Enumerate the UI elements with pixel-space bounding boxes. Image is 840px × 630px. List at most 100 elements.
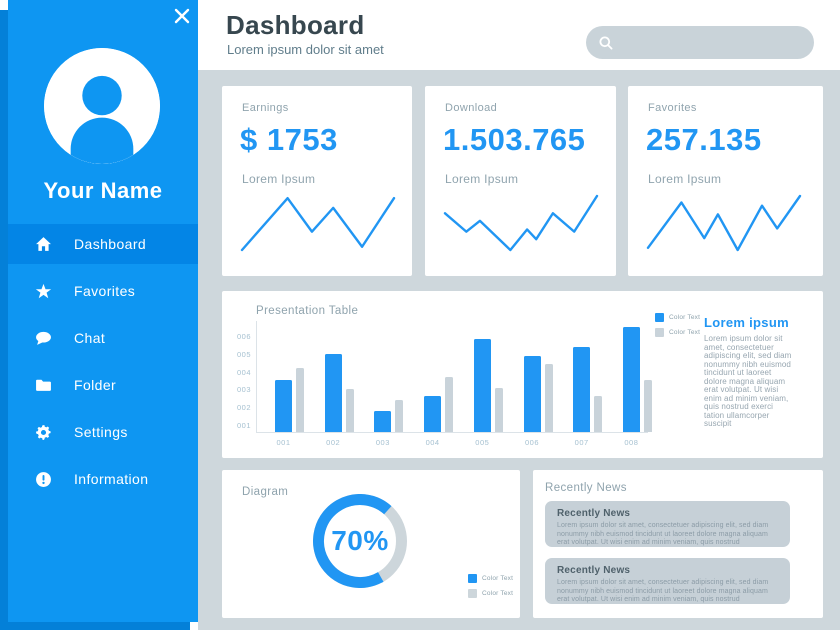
legend-swatch xyxy=(655,313,664,322)
x-tick: 001 xyxy=(276,438,291,447)
info-icon xyxy=(35,471,52,488)
sidebar-item-label: Folder xyxy=(74,377,117,393)
bar-secondary xyxy=(643,380,652,432)
bar-secondary xyxy=(494,387,503,432)
presentation-title: Presentation Table xyxy=(256,305,359,317)
sidebar-item-label: Favorites xyxy=(74,283,136,299)
stat-card-subtitle: Lorem Ipsum xyxy=(242,172,316,186)
legend-item: Color Text xyxy=(655,313,700,322)
stat-card-subtitle: Lorem Ipsum xyxy=(648,172,722,186)
x-tick: 008 xyxy=(624,438,639,447)
side-panel-text: Lorem ipsum dolor sit amet, consectetuer… xyxy=(704,334,792,428)
news-item-text: Lorem ipsum dolor sit amet, consectetuer… xyxy=(557,522,769,547)
sidebar: Your Name Dashboard Favorites Chat Folder Se… xyxy=(8,0,198,622)
diagram-card: Diagram 70% Color Text Color Text xyxy=(222,470,520,618)
presentation-card: Presentation Table 001 002 003 004 005 006 007… xyxy=(222,291,823,458)
y-tick: 001 xyxy=(236,420,251,430)
y-tick: 003 xyxy=(236,385,251,395)
donut-arc xyxy=(313,494,407,588)
page-subtitle: Lorem ipsum dolor sit amet xyxy=(227,42,384,57)
bar-secondary xyxy=(544,364,553,432)
sidebar-item-label: Settings xyxy=(74,424,128,440)
legend-item: Color Text xyxy=(655,328,700,337)
stat-card-download: Download 1.503.765 Lorem Ipsum xyxy=(425,86,616,276)
chart-legend: Color Text Color Text xyxy=(655,313,700,337)
legend-item: Color Text xyxy=(468,574,513,583)
header: Dashboard Lorem ipsum dolor sit amet xyxy=(198,0,840,70)
folder-icon xyxy=(35,377,52,394)
y-tick: 004 xyxy=(236,367,251,377)
sidebar-item-settings[interactable]: Settings xyxy=(8,412,198,452)
bar-secondary xyxy=(594,396,603,432)
x-tick: 006 xyxy=(524,438,539,447)
chart-legend: Color Text Color Text xyxy=(468,574,513,598)
news-section-title: Recently News xyxy=(545,482,627,494)
news-item[interactable]: Recently News Lorem ipsum dolor sit amet,… xyxy=(545,558,790,604)
stat-card-value: 1.503.765 xyxy=(443,122,586,157)
y-tick: 005 xyxy=(236,349,251,359)
sparkline-chart xyxy=(242,196,394,250)
sidebar-item-chat[interactable]: Chat xyxy=(8,318,198,358)
donut-chart: 70% xyxy=(313,494,407,588)
bar-primary xyxy=(622,327,640,432)
search-input[interactable] xyxy=(622,35,802,50)
page-title: Dashboard xyxy=(226,10,365,40)
news-item[interactable]: Recently News Lorem ipsum dolor sit amet,… xyxy=(545,501,790,547)
avatar xyxy=(44,48,160,164)
news-item-heading: Recently News xyxy=(557,508,631,519)
y-tick: 002 xyxy=(236,403,251,413)
sidebar-menu: Dashboard Favorites Chat Folder Settings Info… xyxy=(8,224,198,506)
sidebar-item-folder[interactable]: Folder xyxy=(8,365,198,405)
bar-secondary xyxy=(296,367,304,432)
star-icon xyxy=(35,283,52,300)
bar-secondary xyxy=(395,400,404,432)
diagram-title: Diagram xyxy=(242,486,289,498)
x-tick: 007 xyxy=(574,438,589,447)
news-list: Recently News Lorem ipsum dolor sit amet,… xyxy=(545,501,790,604)
gear-icon xyxy=(35,424,52,441)
legend-label: Color Text xyxy=(669,329,701,336)
stat-card-value: 257.135 xyxy=(646,122,762,157)
close-button[interactable] xyxy=(174,8,190,24)
x-tick: 003 xyxy=(375,438,390,447)
donut-percent-label: 70% xyxy=(331,525,389,556)
bar-primary xyxy=(473,339,491,432)
stat-card-value: $ 1753 xyxy=(240,122,338,157)
avatar-person-icon xyxy=(44,48,160,164)
sidebar-item-label: Information xyxy=(74,471,149,487)
search-bar[interactable] xyxy=(586,26,814,59)
news-item-text: Lorem ipsum dolor sit amet, consectetuer… xyxy=(557,579,769,604)
stat-card-label: Favorites xyxy=(648,102,697,114)
bar-secondary xyxy=(345,389,354,432)
side-panel-heading: Lorem ipsum xyxy=(704,315,789,330)
sidebar-item-information[interactable]: Information xyxy=(8,459,198,499)
bar-plot: 001 002 003 004 005 006 007 008 001 002 003 004 005 0… xyxy=(237,321,652,447)
legend-label: Color Text xyxy=(482,590,514,597)
x-tick: 002 xyxy=(326,438,341,447)
news-card: Recently News Recently News Lorem ipsum d… xyxy=(533,470,823,618)
legend-label: Color Text xyxy=(482,575,514,582)
sidebar-item-favorites[interactable]: Favorites xyxy=(8,271,198,311)
chat-icon xyxy=(35,330,52,347)
stat-card-label: Download xyxy=(445,102,498,114)
x-tick: 005 xyxy=(475,438,490,447)
y-tick: 006 xyxy=(236,331,251,341)
stat-card-favorites: Favorites 257.135 Lorem Ipsum xyxy=(628,86,823,276)
bar-primary xyxy=(324,353,342,432)
search-icon xyxy=(599,36,613,50)
sidebar-item-dashboard[interactable]: Dashboard xyxy=(8,224,198,264)
legend-swatch xyxy=(655,328,664,337)
bar-primary xyxy=(374,410,392,432)
legend-swatch xyxy=(468,574,477,583)
close-icon xyxy=(174,8,190,24)
legend-label: Color Text xyxy=(669,314,701,321)
sidebar-item-label: Dashboard xyxy=(74,236,147,252)
legend-swatch xyxy=(468,589,477,598)
stat-card-label: Earnings xyxy=(242,102,289,114)
bar-primary xyxy=(275,380,292,432)
bar-secondary xyxy=(445,376,454,432)
legend-item: Color Text xyxy=(468,589,513,598)
news-item-heading: Recently News xyxy=(557,565,631,576)
bar-primary xyxy=(523,355,541,432)
